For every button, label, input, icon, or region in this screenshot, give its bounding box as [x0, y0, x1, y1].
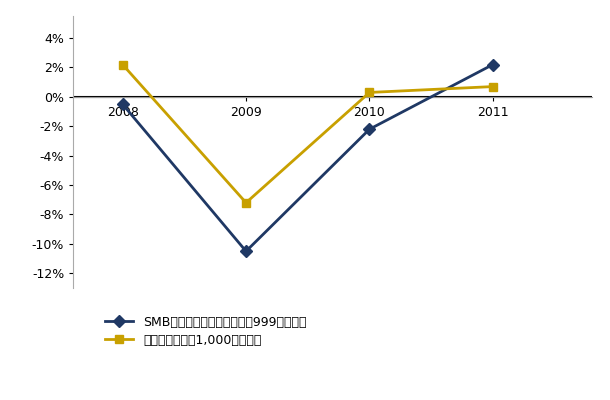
大企業（従業員1,000人以上）	[242, 200, 249, 205]
SMB（中堅中小企業／従業員999人以下）	[119, 102, 126, 107]
大企業（従業員1,000人以上）	[366, 90, 373, 95]
SMB（中堅中小企業／従業員999人以下）	[489, 62, 497, 67]
大企業（従業員1,000人以上）	[489, 84, 497, 89]
Line: SMB（中堅中小企業／従業員999人以下）: SMB（中堅中小企業／従業員999人以下）	[118, 60, 497, 256]
大企業（従業員1,000人以上）	[119, 62, 126, 67]
Legend: SMB（中堅中小企業／従業員999人以下）, 大企業（従業員1,000人以上）: SMB（中堅中小企業／従業員999人以下）, 大企業（従業員1,000人以上）	[106, 316, 306, 347]
Line: 大企業（従業員1,000人以上）: 大企業（従業員1,000人以上）	[118, 60, 497, 207]
SMB（中堅中小企業／従業員999人以下）	[242, 249, 249, 254]
SMB（中堅中小企業／従業員999人以下）	[366, 127, 373, 132]
